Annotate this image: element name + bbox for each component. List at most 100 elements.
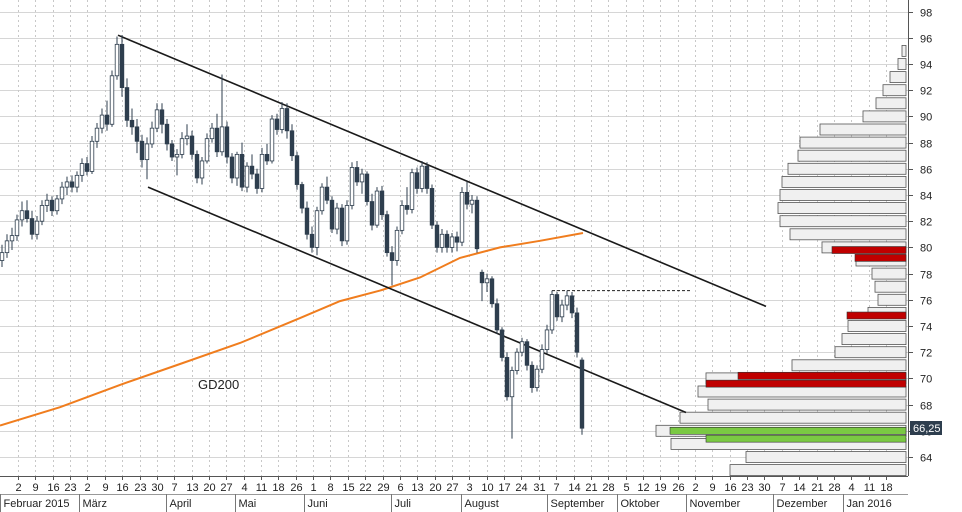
candle — [429, 184, 435, 230]
candle — [414, 167, 420, 194]
month-label: August — [465, 498, 499, 510]
x-tick-label: 19 — [654, 482, 666, 494]
month-label: Juni — [308, 498, 328, 510]
candle — [309, 226, 315, 253]
volume-profile-bar — [874, 280, 907, 293]
candle-body — [244, 165, 250, 188]
x-tick-label: 9 — [32, 482, 38, 494]
candle-body — [219, 126, 225, 153]
candle — [499, 327, 505, 362]
y-tick-label: 98 — [920, 8, 932, 20]
candle — [119, 35, 125, 97]
x-tick-label: 3 — [466, 482, 472, 494]
candle-body — [494, 303, 500, 331]
candle-body — [279, 108, 285, 130]
x-tick-label: 20 — [429, 482, 441, 494]
candle-body — [319, 186, 325, 212]
candle — [204, 133, 210, 164]
candle-body — [419, 165, 425, 189]
x-tick-label: 6 — [397, 482, 403, 494]
candle-body — [314, 210, 320, 248]
volume-profile-highlight — [705, 434, 907, 443]
candle — [399, 200, 405, 235]
candle-body — [384, 214, 390, 254]
candle-body — [299, 184, 305, 209]
candle — [514, 348, 520, 375]
candle — [334, 202, 340, 235]
candle-body — [144, 143, 150, 161]
candle-body — [74, 174, 80, 188]
candle — [29, 210, 35, 240]
month-label: April — [170, 498, 192, 510]
x-tick-label: 9 — [102, 482, 108, 494]
candle-body — [39, 205, 45, 222]
candlesticks — [0, 35, 585, 439]
candle — [94, 122, 100, 148]
candle-body — [339, 207, 345, 242]
candle — [389, 246, 395, 286]
candle — [354, 160, 360, 186]
candle — [124, 78, 130, 127]
x-tick-label: 7 — [553, 482, 559, 494]
candle-body — [444, 233, 450, 248]
volume-profile-bar — [791, 359, 907, 372]
candle-body — [129, 119, 135, 128]
candle-body — [449, 236, 455, 248]
candle — [74, 171, 80, 193]
candle — [364, 171, 370, 206]
candle — [154, 103, 160, 133]
candle — [4, 234, 10, 258]
x-tick-label: 16 — [724, 482, 736, 494]
candle — [159, 103, 165, 134]
volume-profile-bar — [777, 202, 907, 215]
candle-body — [54, 198, 60, 212]
candle — [239, 142, 245, 192]
candle — [564, 290, 570, 311]
trend-channel — [117, 34, 767, 414]
candle — [299, 181, 305, 214]
candle-body — [394, 229, 400, 261]
candle — [99, 108, 105, 134]
candle — [254, 168, 260, 194]
candle — [169, 139, 175, 161]
y-tick-label: 82 — [920, 217, 932, 229]
candle — [419, 160, 425, 193]
candle-body — [539, 349, 545, 370]
volume-profile-bar — [834, 346, 907, 359]
candle-body — [574, 312, 580, 353]
candle — [324, 176, 330, 205]
volume-profile-bar — [799, 136, 907, 149]
candle-body — [554, 294, 560, 318]
volume-profile-bar — [862, 110, 907, 123]
volume-profile-bar — [781, 175, 907, 188]
candle-body — [274, 118, 280, 130]
candle-body — [189, 135, 195, 155]
x-tick-label: 11 — [256, 482, 267, 494]
candle — [54, 195, 60, 215]
y-tick-label: 64 — [920, 453, 932, 465]
candle — [244, 162, 250, 193]
volume-profile-bar — [847, 320, 907, 332]
candle — [449, 232, 455, 253]
candle-body — [284, 108, 290, 132]
candle-body — [69, 181, 75, 188]
candle — [129, 108, 135, 135]
candle — [489, 276, 495, 308]
candle-body — [24, 210, 30, 219]
candle — [469, 195, 475, 214]
candle-body — [239, 153, 245, 188]
candle-body — [179, 138, 185, 155]
candle-body — [389, 252, 395, 261]
candle — [19, 201, 25, 227]
candle-body — [184, 135, 190, 140]
last-price-text: 66,25 — [913, 423, 941, 435]
volume-profile-highlight — [669, 426, 907, 435]
x-tick-label: 2 — [692, 482, 698, 494]
volume-profile-bar — [787, 162, 907, 175]
candle-body — [79, 163, 85, 176]
x-tick-label: 18 — [880, 482, 892, 494]
candle — [269, 115, 275, 164]
candle-body — [439, 233, 445, 248]
x-tick-label: 17 — [498, 482, 510, 494]
